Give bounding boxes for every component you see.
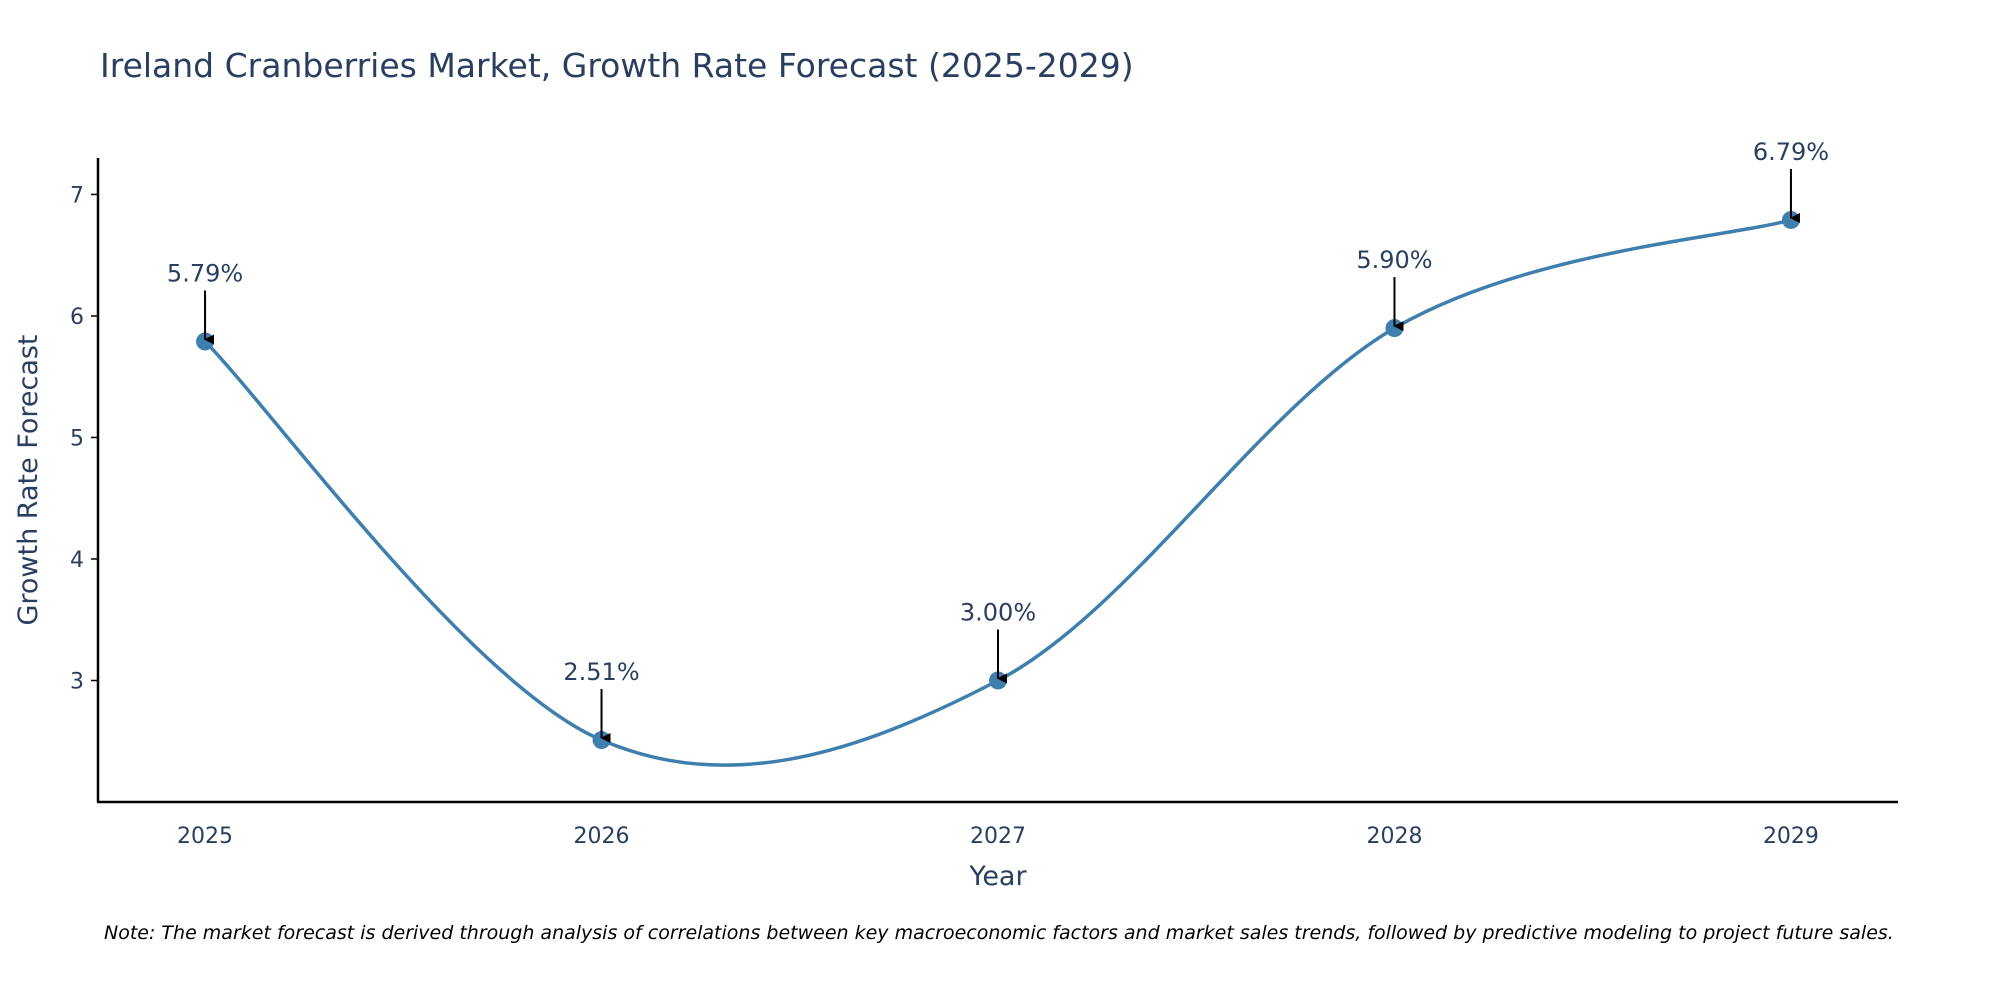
- data-label: 2.51%: [563, 658, 639, 686]
- x-tick-label: 2028: [1366, 824, 1422, 849]
- x-tick-label: 2029: [1763, 824, 1819, 849]
- data-label: 5.90%: [1356, 246, 1432, 274]
- y-tick-label: 5: [70, 426, 84, 451]
- data-label: 6.79%: [1753, 138, 1829, 166]
- y-axis-title: Growth Rate Forecast: [13, 334, 44, 625]
- chart-title: Ireland Cranberries Market, Growth Rate …: [100, 46, 1134, 85]
- data-label: 3.00%: [960, 598, 1036, 626]
- x-tick-label: 2027: [970, 824, 1026, 849]
- x-tick-label: 2025: [177, 824, 233, 849]
- y-tick-label: 4: [70, 548, 84, 573]
- x-tick-label: 2026: [574, 824, 630, 849]
- footnote: Note: The market forecast is derived thr…: [104, 922, 1894, 944]
- y-tick-label: 7: [70, 183, 84, 208]
- x-axis-title: Year: [968, 861, 1027, 892]
- y-tick-label: 3: [70, 669, 84, 694]
- y-tick-label: 6: [70, 305, 84, 330]
- data-label: 5.79%: [167, 259, 243, 287]
